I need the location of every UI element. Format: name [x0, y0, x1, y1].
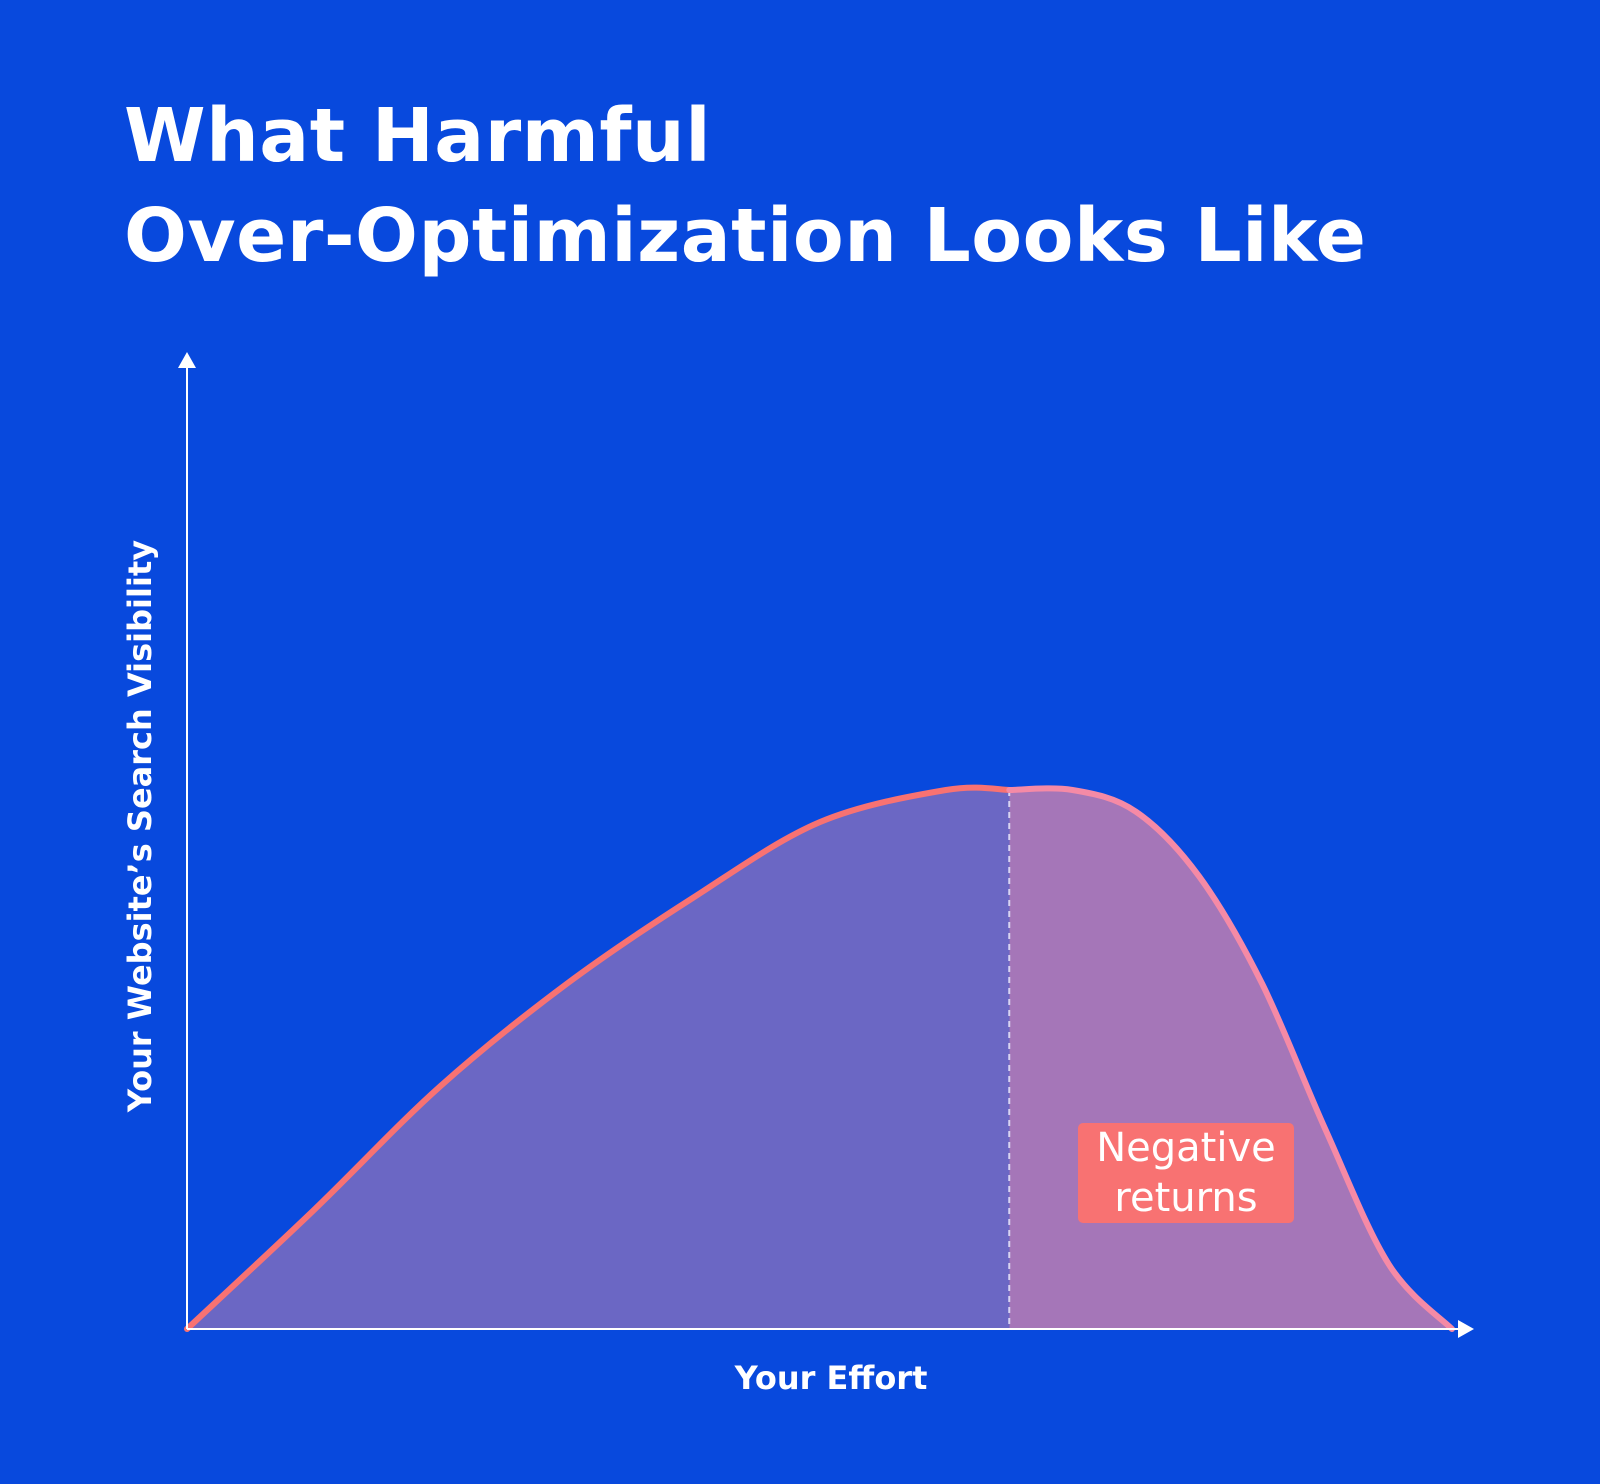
chart-title-line-1: What Harmful — [124, 93, 712, 179]
chart-title: What Harmful Over-Optimization Looks Lik… — [124, 86, 1366, 286]
y-axis-label: Your Website’s Search Visibility — [121, 539, 159, 1113]
x-axis-arrow-icon — [1458, 1320, 1474, 1338]
x-axis-label: Your Effort — [734, 1359, 928, 1397]
badge-line-2: returns — [1114, 1175, 1258, 1221]
negative-returns-badge: Negative returns — [1078, 1123, 1294, 1223]
chart-title-line-2: Over-Optimization Looks Like — [124, 193, 1367, 279]
area-fill-positive — [187, 787, 1010, 1329]
visibility-curve-negative — [1006, 785, 1455, 1332]
visibility-curve-positive — [184, 784, 1013, 1332]
y-axis-arrow-icon — [178, 352, 196, 368]
badge-line-1: Negative — [1096, 1125, 1276, 1171]
area-fill-negative-returns — [1009, 788, 1452, 1329]
